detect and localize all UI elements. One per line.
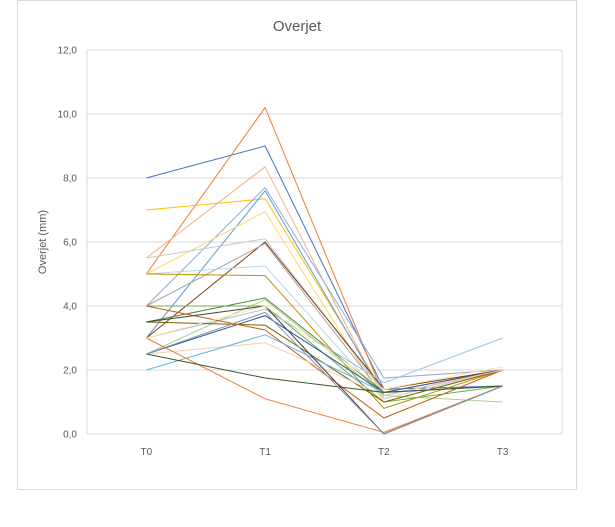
- series-line-2: [145, 107, 503, 397]
- series-line-19: [146, 305, 503, 419]
- x-tick-label: T1: [259, 447, 271, 458]
- line-chart: 0,0 2,0 4,0 6,0 8,0 10,0 12,0 T0 T1 T2 T3 Overjet…: [37, 18, 563, 458]
- series-line-9: [146, 241, 503, 390]
- series-line-5: [146, 187, 503, 379]
- y-tick-label: 8,0: [63, 174, 77, 185]
- series-line-1: [146, 145, 503, 390]
- series-line-17: [146, 315, 503, 393]
- y-tick-label: 2,0: [63, 366, 77, 377]
- series-line-22: [146, 337, 503, 433]
- y-axis-title: Overjet (mm): [37, 210, 49, 274]
- y-tick-label: 6,0: [63, 238, 77, 249]
- x-tick-label: T2: [378, 447, 390, 458]
- x-tick-label: T0: [141, 447, 153, 458]
- chart-title: Overjet: [273, 18, 322, 35]
- chart-frame: 0,0 2,0 4,0 6,0 8,0 10,0 12,0 T0 T1 T2 T3 Overjet…: [17, 0, 577, 490]
- series-line-18: [146, 321, 503, 403]
- series-line-20: [146, 342, 503, 397]
- series-line-25: [146, 311, 503, 435]
- x-tick-label: T3: [497, 447, 509, 458]
- y-tick-label: 0,0: [63, 430, 77, 441]
- y-tick-label: 12,0: [58, 46, 78, 57]
- series-line-23: [146, 353, 503, 393]
- series-line-26: [146, 305, 503, 390]
- y-tick-label: 10,0: [58, 110, 78, 121]
- y-tick-label: 4,0: [63, 302, 77, 313]
- series-line-11: [146, 265, 503, 400]
- series-line-21: [146, 334, 503, 393]
